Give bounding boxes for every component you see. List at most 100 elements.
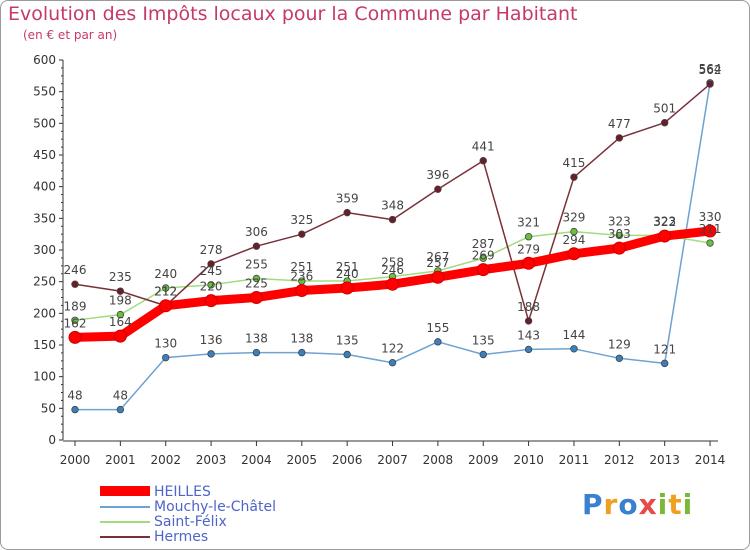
data-point-saint-felix [71,316,79,324]
data-point-heilles [658,229,672,243]
data-label-mouchy-le-chatel: 48 [67,389,82,403]
x-tick-label: 2009 [468,453,499,467]
data-point-hermes [298,230,306,238]
data-label-mouchy-le-chatel: 143 [517,328,540,342]
data-label-saint-felix: 258 [381,256,404,270]
data-label-heilles: 212 [154,285,177,299]
y-tick-label: 300 [33,243,56,257]
legend-swatch [100,536,150,538]
data-point-hermes [207,260,215,268]
data-label-mouchy-le-chatel: 122 [381,342,404,356]
data-point-heilles [386,277,400,291]
data-point-hermes [706,80,714,88]
data-point-heilles [68,330,82,344]
data-label-heilles: 225 [245,277,268,291]
data-point-hermes [252,242,261,250]
data-label-heilles: 279 [517,242,540,256]
data-point-hermes [343,208,351,217]
data-point-hermes [71,280,79,288]
data-label-heilles: 164 [109,315,132,329]
x-tick-label: 2003 [196,453,227,467]
x-tick-label: 2006 [332,453,363,467]
legend-label: Mouchy-le-Châtel [154,499,276,515]
legend-swatch [100,486,150,496]
x-tick-label: 2010 [513,453,544,467]
data-label-saint-felix: 321 [517,216,540,230]
data-label-mouchy-le-chatel: 129 [608,337,631,351]
data-point-mouchy-le-chatel [388,359,397,367]
data-point-hermes [388,215,397,224]
y-tick-label: 0 [48,433,56,447]
legend-label: Hermes [154,529,209,545]
data-point-mouchy-le-chatel [615,354,624,362]
data-label-heilles: 240 [336,267,359,281]
data-label-saint-felix: 255 [245,258,268,272]
data-label-saint-felix: 198 [109,294,132,308]
data-point-heilles [476,263,490,277]
logo-letter: o [618,488,639,521]
data-point-heilles [567,247,581,261]
data-label-hermes: 188 [517,300,540,314]
data-point-mouchy-le-chatel [479,350,487,359]
data-label-mouchy-le-chatel: 155 [426,321,449,335]
data-point-heilles [204,294,218,308]
data-label-saint-felix: 311 [699,222,722,236]
data-label-mouchy-le-chatel: 121 [653,342,676,356]
data-point-mouchy-le-chatel [207,350,215,358]
data-label-saint-felix: 323 [608,214,631,228]
data-label-hermes: 235 [109,270,132,284]
data-point-saint-felix [706,239,714,247]
data-point-mouchy-le-chatel [434,338,442,346]
data-label-hermes: 278 [200,243,223,257]
data-point-saint-felix [252,274,261,283]
data-label-saint-felix: 189 [64,299,87,313]
legend-swatch [100,521,150,523]
data-label-heilles: 162 [64,316,87,330]
x-tick-label: 2013 [649,453,680,467]
data-point-mouchy-le-chatel [524,345,533,354]
y-tick-label: 200 [33,306,56,320]
data-label-hermes: 501 [653,102,676,116]
logo-letter: P [582,488,604,521]
data-label-hermes: 246 [64,263,87,277]
x-tick-label: 2000 [60,453,91,467]
data-label-heilles: 330 [699,210,722,224]
data-label-hermes: 212 [154,285,177,299]
data-point-heilles [340,281,354,295]
data-label-hermes: 396 [426,168,449,182]
data-label-saint-felix: 240 [154,267,177,281]
legend-label: Saint-Félix [154,514,227,530]
data-label-heilles: 236 [290,270,313,284]
data-label-mouchy-le-chatel: 564 [699,62,722,76]
data-label-saint-felix: 251 [290,260,313,274]
data-point-heilles [612,241,626,255]
data-point-hermes [479,156,487,165]
data-label-mouchy-le-chatel: 135 [472,334,495,348]
x-tick-label: 2004 [241,453,272,467]
data-point-mouchy-le-chatel [71,405,79,414]
data-point-heilles [159,299,173,313]
data-label-hermes: 348 [381,199,404,213]
logo-letter: i [682,488,694,521]
data-label-heilles: 303 [608,227,631,241]
data-label-hermes: 415 [563,156,586,170]
y-tick-label: 150 [33,338,56,352]
logo-letter: r [603,488,619,521]
data-label-mouchy-le-chatel: 144 [563,328,586,342]
data-point-heilles [431,270,445,284]
data-point-hermes [615,134,624,142]
data-point-hermes [434,185,442,193]
x-tick-label: 2011 [559,453,590,467]
y-tick-label: 50 [41,401,56,415]
legend-label: HEILLES [154,484,211,500]
x-tick-label: 2007 [377,453,408,467]
data-label-hermes: 359 [336,192,359,206]
data-point-saint-felix [162,284,170,292]
data-label-saint-felix: 251 [336,260,359,274]
data-label-mouchy-le-chatel: 130 [154,337,177,351]
logo-letter: x [638,488,658,521]
data-point-saint-felix [207,281,215,289]
data-point-heilles [522,256,536,270]
data-point-mouchy-le-chatel [252,348,261,357]
